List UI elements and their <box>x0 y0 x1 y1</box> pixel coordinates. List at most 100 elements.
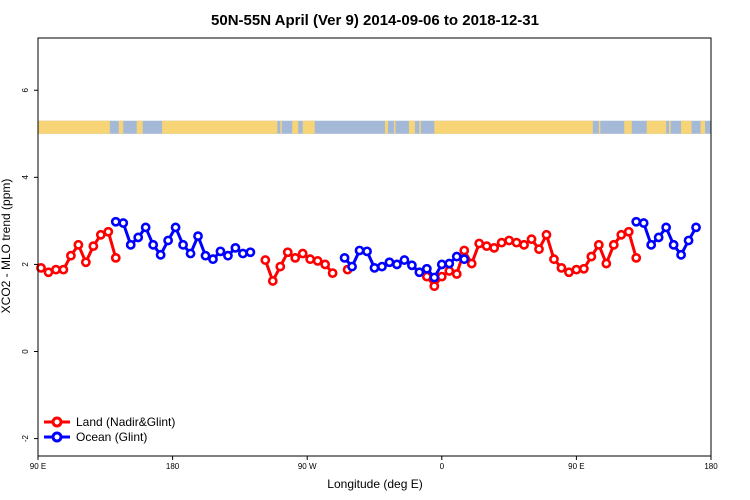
legend-ocean-label: Ocean (Glint) <box>76 430 147 444</box>
land-data-point <box>593 239 604 250</box>
ocean-data-point <box>668 239 679 250</box>
land-strip-segment <box>292 120 299 134</box>
land-strip-segment <box>646 120 667 134</box>
land-data-point <box>631 252 642 263</box>
land-data-point <box>297 248 308 259</box>
land-data-point <box>571 264 582 275</box>
land-data-point <box>556 262 567 273</box>
ocean-data-point <box>133 232 144 243</box>
ocean-data-point <box>339 252 350 263</box>
land-strip-segment <box>384 120 388 134</box>
ocean-data-point <box>354 245 365 256</box>
ocean-data-point <box>245 247 256 258</box>
land-strip-segment <box>624 120 632 134</box>
y-tick-label: 0 <box>21 349 30 354</box>
land-strip-segment <box>118 120 124 134</box>
land-data-point <box>80 257 91 268</box>
land-data-point <box>58 264 69 275</box>
land-data-point <box>305 254 316 265</box>
x-axis: 90 E 180 90 W 0 90 E 180 <box>30 456 718 471</box>
ocean-data-point <box>384 257 395 268</box>
land-data-point <box>623 226 634 237</box>
land-data-point <box>489 242 500 253</box>
land-data-point <box>541 229 552 240</box>
land-strip-segment <box>136 120 143 134</box>
land-data-point <box>481 241 492 252</box>
land-data-point <box>451 269 462 279</box>
land-data-point <box>474 238 485 249</box>
land-data-point <box>43 267 54 278</box>
ocean-data-point <box>155 249 166 260</box>
chart-title: 50N-55N April (Ver 9) 2014-09-06 to 2018… <box>211 12 539 29</box>
ocean-data-point <box>444 258 455 269</box>
ocean-data-point <box>406 260 417 271</box>
legend-land-swatch-marker <box>51 416 63 428</box>
ocean-data-point <box>377 261 387 272</box>
land-data-point <box>327 268 338 279</box>
land-data-point <box>320 259 331 270</box>
x-tick-label: 90 E <box>568 462 584 471</box>
land-strip-segment <box>681 120 692 134</box>
x-tick-label: 90 W <box>298 462 317 471</box>
ocean-data-point <box>661 222 672 233</box>
ocean-data-point <box>193 231 203 242</box>
ocean-data-point <box>421 263 432 274</box>
land-data-point <box>511 237 522 248</box>
land-strip-segment <box>408 120 415 134</box>
land-strip-segment <box>38 120 110 134</box>
ocean-data-point <box>215 246 226 257</box>
land-data-point <box>312 256 323 266</box>
land-data-point <box>504 235 514 246</box>
land-data-point <box>564 267 574 278</box>
ocean-data-point <box>638 218 649 228</box>
y-axis-label: XCO2 - MLO trend (ppm) <box>0 179 13 314</box>
land-data-point <box>88 241 99 252</box>
land-data-point <box>103 226 114 237</box>
ocean-data-point <box>178 239 188 250</box>
land-data-point <box>578 263 589 274</box>
ocean-data-point <box>691 222 701 233</box>
ocean-data-point <box>676 249 686 260</box>
land-data-point <box>459 245 470 256</box>
land-data-point <box>421 271 432 282</box>
land-data-point <box>586 251 597 262</box>
ocean-data-point <box>436 259 447 270</box>
land-data-point <box>608 239 619 250</box>
land-data-point <box>466 258 477 269</box>
land-data-point <box>260 255 271 265</box>
land-data-point <box>275 261 286 272</box>
land-strip-segment <box>393 120 396 134</box>
ocean-data-point <box>148 239 159 250</box>
ocean-data-point <box>414 267 425 278</box>
land-strip-segment <box>302 120 315 134</box>
y-tick-label: 2 <box>21 262 30 267</box>
ocean-data-point <box>208 254 218 265</box>
land-strip-segment <box>700 120 706 134</box>
ocean-data-point <box>200 250 211 261</box>
x-tick-label: 0 <box>440 462 445 471</box>
x-tick-label: 180 <box>166 462 180 471</box>
land-data-point <box>282 247 293 258</box>
ocean-data-point <box>223 250 233 261</box>
y-tick-label: 6 <box>21 87 30 92</box>
ocean-data-point <box>683 235 694 246</box>
land-strip-segment <box>669 120 671 134</box>
land-strip-segment <box>280 120 282 134</box>
ocean-data-point <box>170 222 181 233</box>
y-tick-label: -2 <box>21 434 30 442</box>
ocean-data-point <box>125 239 136 250</box>
ocean-data-point <box>646 239 657 250</box>
land-ocean-strip <box>38 120 711 134</box>
ocean-data-point <box>429 272 440 283</box>
land-data-point <box>429 281 440 292</box>
land-data-point <box>95 229 106 240</box>
land-data-point <box>110 252 121 263</box>
land-data-point <box>526 234 537 245</box>
series-layer <box>36 216 701 292</box>
legend: Land (Nadir&Glint) Ocean (Glint) <box>44 415 175 444</box>
legend-land-label: Land (Nadir&Glint) <box>76 415 175 429</box>
land-data-point <box>519 239 529 250</box>
land-data-point <box>534 244 544 255</box>
land-data-point <box>616 229 627 240</box>
x-axis-label: Longitude (deg E) <box>327 477 422 491</box>
